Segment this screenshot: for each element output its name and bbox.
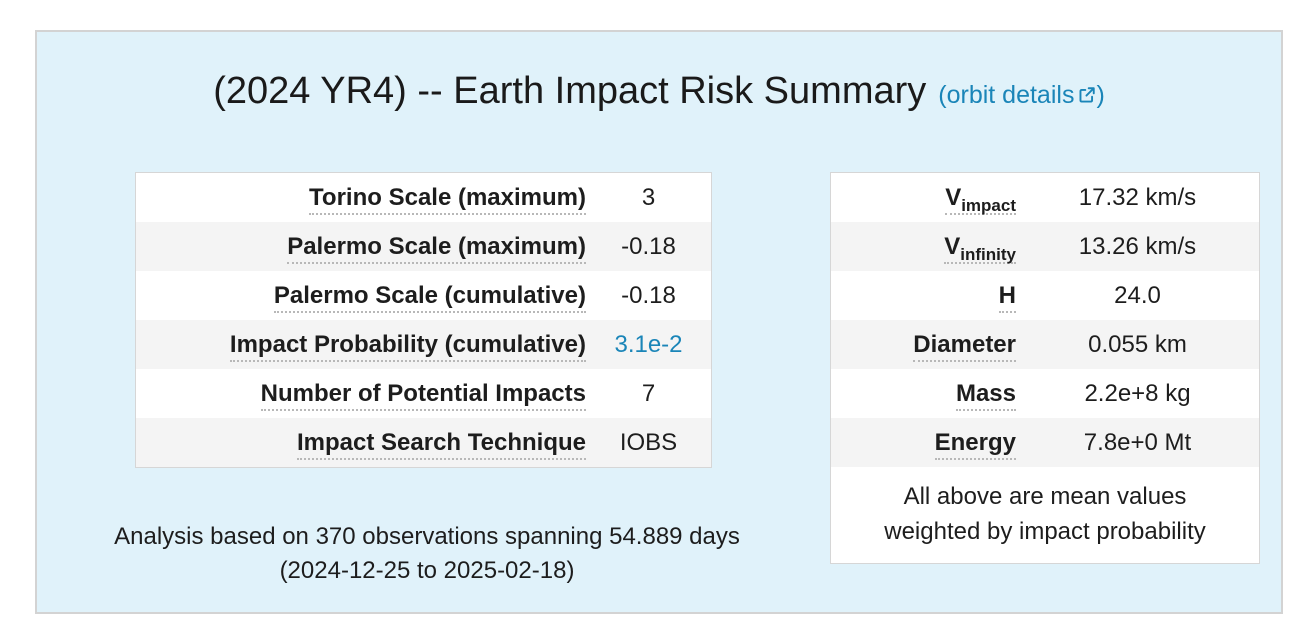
orbit-details-link[interactable]: orbit details bbox=[947, 81, 1097, 109]
physical-parameters-table: Vimpact 17.32 km/s Vinfinity 13.26 km/s … bbox=[830, 172, 1260, 564]
table-row-palermo-cumulative: Palermo Scale (cumulative) -0.18 bbox=[136, 271, 711, 320]
orbit-open-paren: ( bbox=[938, 81, 947, 109]
table-row-mass: Mass 2.2e+8 kg bbox=[831, 369, 1259, 418]
palermo-cumulative-value: -0.18 bbox=[621, 281, 676, 309]
table-row-v-impact: Vimpact 17.32 km/s bbox=[831, 173, 1259, 222]
impact-probability-link[interactable]: 3.1e-2 bbox=[614, 330, 683, 358]
v-infinity-value: 13.26 km/s bbox=[1078, 232, 1197, 260]
table-row-diameter: Diameter 0.055 km bbox=[831, 320, 1259, 369]
h-magnitude-label: H bbox=[998, 281, 1016, 313]
palermo-cumulative-label: Palermo Scale (cumulative) bbox=[273, 281, 586, 313]
v-impact-label: Vimpact bbox=[945, 183, 1016, 215]
orbit-details-group: (orbit details) bbox=[938, 81, 1105, 110]
table-row-h-magnitude: H 24.0 bbox=[831, 271, 1259, 320]
mean-values-footnote: All above are mean values weighted by im… bbox=[831, 467, 1259, 563]
table-row-torino-scale: Torino Scale (maximum) 3 bbox=[136, 173, 711, 222]
table-row-v-infinity: Vinfinity 13.26 km/s bbox=[831, 222, 1259, 271]
analysis-note: Analysis based on 370 observations spann… bbox=[37, 520, 817, 588]
table-row-palermo-max: Palermo Scale (maximum) -0.18 bbox=[136, 222, 711, 271]
torino-scale-label: Torino Scale (maximum) bbox=[309, 183, 586, 215]
risk-summary-table: Torino Scale (maximum) 3 Palermo Scale (… bbox=[135, 172, 712, 468]
diameter-label: Diameter bbox=[913, 330, 1016, 362]
search-technique-value: IOBS bbox=[619, 428, 678, 456]
potential-impacts-label: Number of Potential Impacts bbox=[260, 379, 586, 411]
analysis-note-line1: Analysis based on 370 observations spann… bbox=[114, 523, 740, 550]
h-magnitude-value: 24.0 bbox=[1114, 281, 1161, 309]
impact-probability-label: Impact Probability (cumulative) bbox=[229, 330, 586, 362]
table-row-search-technique: Impact Search Technique IOBS bbox=[136, 418, 711, 467]
v-infinity-label: Vinfinity bbox=[944, 232, 1016, 264]
mean-values-footnote-line2: weighted by impact probability bbox=[884, 518, 1206, 545]
external-link-icon bbox=[1079, 87, 1096, 103]
energy-value: 7.8e+0 Mt bbox=[1083, 428, 1192, 456]
table-row-energy: Energy 7.8e+0 Mt bbox=[831, 418, 1259, 467]
diameter-value: 0.055 km bbox=[1088, 330, 1187, 358]
orbit-close-paren: ) bbox=[1096, 81, 1105, 109]
palermo-max-label: Palermo Scale (maximum) bbox=[287, 232, 586, 264]
analysis-note-line2: (2024-12-25 to 2025-02-18) bbox=[279, 557, 575, 584]
page-title: (2024 YR4) -- Earth Impact Risk Summary … bbox=[37, 70, 1281, 113]
search-technique-label: Impact Search Technique bbox=[297, 428, 586, 460]
mass-value: 2.2e+8 kg bbox=[1084, 379, 1191, 407]
mean-values-footnote-line1: All above are mean values bbox=[903, 483, 1187, 510]
torino-scale-value: 3 bbox=[641, 183, 656, 211]
palermo-max-value: -0.18 bbox=[621, 232, 676, 260]
page-title-text: (2024 YR4) -- Earth Impact Risk Summary bbox=[213, 70, 927, 112]
energy-label: Energy bbox=[934, 428, 1016, 460]
mass-label: Mass bbox=[955, 379, 1016, 411]
impact-risk-panel: (2024 YR4) -- Earth Impact Risk Summary … bbox=[35, 30, 1283, 614]
table-row-potential-impacts: Number of Potential Impacts 7 bbox=[136, 369, 711, 418]
v-impact-value: 17.32 km/s bbox=[1078, 183, 1197, 211]
table-row-impact-probability: Impact Probability (cumulative) 3.1e-2 bbox=[136, 320, 711, 369]
potential-impacts-value: 7 bbox=[641, 379, 656, 407]
